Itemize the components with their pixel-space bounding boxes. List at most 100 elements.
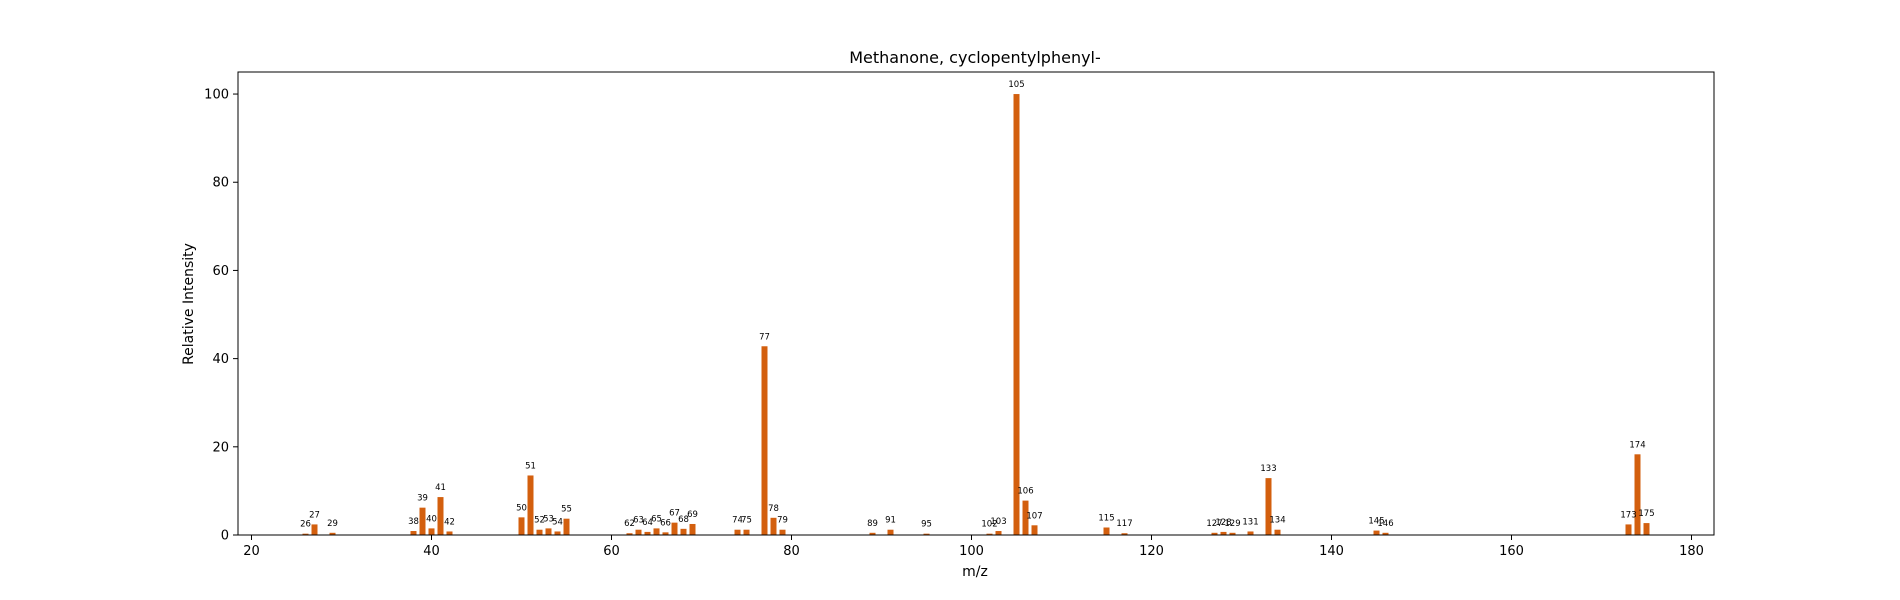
peak-label-40: 40 xyxy=(426,514,437,524)
bar-mz-63 xyxy=(635,529,642,535)
peak-label-50: 50 xyxy=(516,503,527,513)
bar-mz-146 xyxy=(1382,532,1389,535)
bar-mz-29 xyxy=(329,532,336,535)
peak-label-53: 53 xyxy=(543,514,554,524)
bar-mz-134 xyxy=(1274,529,1281,535)
peak-label-62: 62 xyxy=(624,519,635,529)
peak-label-107: 107 xyxy=(1026,511,1042,521)
peak-label-75: 75 xyxy=(741,516,752,526)
bar-mz-174 xyxy=(1634,454,1641,535)
peak-label-127: 127 xyxy=(1206,519,1222,529)
peak-label-102: 102 xyxy=(981,520,997,530)
peak-label-68: 68 xyxy=(678,515,689,525)
peak-label-66: 66 xyxy=(660,518,671,528)
peak-label-51: 51 xyxy=(525,461,536,471)
peak-label-115: 115 xyxy=(1098,514,1114,524)
peak-label-133: 133 xyxy=(1260,464,1276,474)
bar-mz-127 xyxy=(1211,532,1218,535)
peak-label-55: 55 xyxy=(561,505,572,515)
peak-label-103: 103 xyxy=(990,517,1006,527)
peak-label-173: 173 xyxy=(1620,510,1636,520)
bar-mz-68 xyxy=(680,528,687,535)
y-tick-label-60: 60 xyxy=(212,264,229,279)
bar-mz-145 xyxy=(1373,530,1380,535)
bar-mz-51 xyxy=(527,475,534,535)
bar-mz-103 xyxy=(995,531,1002,535)
bar-mz-105 xyxy=(1013,94,1020,536)
bar-mz-75 xyxy=(743,529,750,535)
bar-mz-69 xyxy=(689,523,696,535)
y-tick-label-80: 80 xyxy=(212,176,229,191)
bar-mz-102 xyxy=(986,533,993,535)
y-tick-label-20: 20 xyxy=(212,440,229,455)
peak-label-77: 77 xyxy=(759,332,770,342)
x-tick-label-20: 20 xyxy=(243,544,260,559)
bar-mz-41 xyxy=(437,497,444,535)
peak-label-79: 79 xyxy=(777,516,788,526)
peak-label-78: 78 xyxy=(768,504,779,514)
bar-mz-26 xyxy=(302,533,309,535)
plot-frame xyxy=(237,71,1715,536)
x-tick-label-160: 160 xyxy=(1499,544,1524,559)
peak-label-91: 91 xyxy=(885,516,896,526)
bar-mz-95 xyxy=(923,533,930,535)
peak-label-174: 174 xyxy=(1629,440,1645,450)
peak-label-52: 52 xyxy=(534,516,545,526)
peak-label-117: 117 xyxy=(1116,519,1132,529)
bar-mz-128 xyxy=(1220,531,1227,535)
x-tick-label-40: 40 xyxy=(423,544,440,559)
bar-mz-79 xyxy=(779,529,786,535)
peak-label-146: 146 xyxy=(1377,519,1393,529)
y-tick-label-40: 40 xyxy=(212,352,229,367)
peak-label-63: 63 xyxy=(633,516,644,526)
bar-mz-66 xyxy=(662,532,669,535)
bar-mz-52 xyxy=(536,529,543,535)
x-tick-label-120: 120 xyxy=(1139,544,1164,559)
bar-mz-77 xyxy=(761,346,768,535)
bar-mz-38 xyxy=(410,531,417,535)
bar-mz-133 xyxy=(1265,478,1272,535)
peak-label-26: 26 xyxy=(300,520,311,530)
x-tick-label-140: 140 xyxy=(1319,544,1344,559)
peak-label-74: 74 xyxy=(732,516,743,526)
x-tick-label-60: 60 xyxy=(603,544,620,559)
peak-label-134: 134 xyxy=(1269,516,1285,526)
bar-mz-40 xyxy=(428,528,435,535)
bar-mz-50 xyxy=(518,517,525,535)
x-tick-label-80: 80 xyxy=(783,544,800,559)
bar-mz-55 xyxy=(563,518,570,535)
bar-mz-129 xyxy=(1229,532,1236,535)
bar-mz-175 xyxy=(1643,523,1650,535)
peak-label-64: 64 xyxy=(642,518,653,528)
y-tick-label-0: 0 xyxy=(221,529,229,544)
peak-label-41: 41 xyxy=(435,483,446,493)
peak-label-89: 89 xyxy=(867,519,878,529)
bar-mz-117 xyxy=(1121,533,1128,535)
bar-mz-54 xyxy=(554,531,561,535)
peak-label-39: 39 xyxy=(417,494,428,504)
peak-label-65: 65 xyxy=(651,514,662,524)
peak-label-145: 145 xyxy=(1368,517,1384,527)
peak-label-95: 95 xyxy=(921,520,932,530)
peak-label-131: 131 xyxy=(1242,517,1258,527)
bar-mz-89 xyxy=(869,532,876,535)
peak-label-128: 128 xyxy=(1215,518,1231,528)
peak-label-29: 29 xyxy=(327,519,338,529)
y-tick-label-100: 100 xyxy=(204,88,229,103)
bar-mz-131 xyxy=(1247,531,1254,535)
peak-label-42: 42 xyxy=(444,517,455,527)
bars-layer xyxy=(302,94,1650,536)
peak-label-105: 105 xyxy=(1008,80,1024,90)
bar-mz-65 xyxy=(653,528,660,535)
peak-label-129: 129 xyxy=(1224,519,1240,529)
x-axis-title: m/z xyxy=(962,564,988,580)
bar-mz-62 xyxy=(626,533,633,535)
peak-label-67: 67 xyxy=(669,509,680,519)
chart-title: Methanone, cyclopentylphenyl- xyxy=(849,48,1101,67)
x-tick-label-180: 180 xyxy=(1679,544,1704,559)
x-tick-label-100: 100 xyxy=(959,544,984,559)
bar-mz-91 xyxy=(887,529,894,535)
bar-mz-115 xyxy=(1103,527,1110,535)
